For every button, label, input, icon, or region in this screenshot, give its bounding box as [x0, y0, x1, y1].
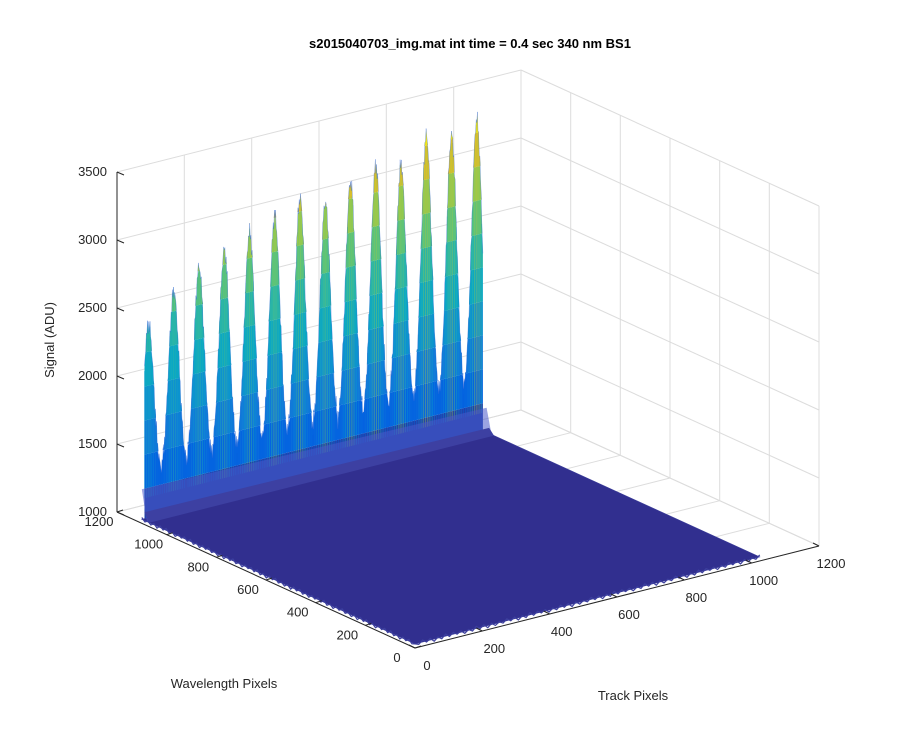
data-surface — [140, 111, 761, 646]
chart-title: s2015040703_img.mat int time = 0.4 sec 3… — [309, 36, 631, 51]
x-tick-label: 800 — [685, 590, 707, 605]
grid-line — [520, 341, 820, 479]
y-tick-mark — [216, 554, 223, 558]
x-tick-label: 200 — [483, 641, 505, 656]
x-tick-mark — [476, 627, 483, 632]
axis-lines — [116, 171, 820, 649]
grid-line — [116, 137, 522, 241]
z-tick-mark — [116, 307, 125, 312]
y-tick-label: 400 — [287, 605, 309, 620]
y-tick-mark — [315, 600, 322, 604]
y-axis-label: Wavelength Pixels — [171, 676, 278, 691]
x-tick-mark — [678, 576, 685, 581]
z-tick-label: 3000 — [78, 232, 107, 247]
x-tick-label: 0 — [423, 658, 430, 673]
y-tick-mark — [414, 645, 422, 649]
x-tick-mark — [745, 559, 752, 564]
x-tick-mark — [408, 644, 416, 649]
x-tick-mark — [812, 542, 820, 547]
surface-front-edge — [414, 554, 761, 646]
x-tick-mark — [610, 593, 618, 598]
y-tick-mark — [166, 532, 173, 536]
y-tick-label: 1200 — [85, 514, 114, 529]
surface-left-edge — [141, 517, 416, 645]
x-axis-label: Track Pixels — [598, 688, 669, 703]
y-tick-label: 600 — [237, 582, 259, 597]
tick-labels: 0200400600800100012000200400600800100012… — [78, 164, 845, 673]
z-tick-mark — [116, 511, 125, 516]
z-tick-label: 2000 — [78, 368, 107, 383]
ridge-foot — [144, 427, 495, 523]
grid-line — [116, 69, 522, 173]
y-tick-label: 800 — [187, 559, 209, 574]
z-tick-label: 1000 — [78, 504, 107, 519]
grid-line — [520, 69, 820, 207]
y-tick-label: 200 — [336, 627, 358, 642]
grid-line — [520, 273, 820, 411]
x-tick-label: 1000 — [749, 573, 778, 588]
z-tick-mark — [116, 239, 125, 244]
grid-line — [520, 409, 820, 547]
x-tick-label: 600 — [618, 607, 640, 622]
grid-line — [520, 137, 820, 275]
x-tick-label: 400 — [551, 624, 573, 639]
grid-line — [520, 205, 820, 343]
z-tick-label: 3500 — [78, 164, 107, 179]
z-tick-label: 2500 — [78, 300, 107, 315]
ridge-outline — [144, 111, 484, 473]
x-tick-label: 1200 — [817, 556, 846, 571]
y-tick-mark — [365, 622, 372, 626]
y-tick-mark — [116, 509, 124, 513]
z-tick-mark — [116, 443, 125, 448]
z-axis-label: Signal (ADU) — [42, 302, 57, 378]
z-tick-mark — [116, 375, 125, 380]
x-tick-mark — [543, 610, 550, 615]
y-tick-mark — [265, 577, 273, 581]
z-tick-mark — [116, 171, 125, 176]
z-tick-label: 1500 — [78, 436, 107, 451]
y-tick-label: 0 — [393, 650, 400, 665]
y-tick-label: 1000 — [134, 537, 163, 552]
